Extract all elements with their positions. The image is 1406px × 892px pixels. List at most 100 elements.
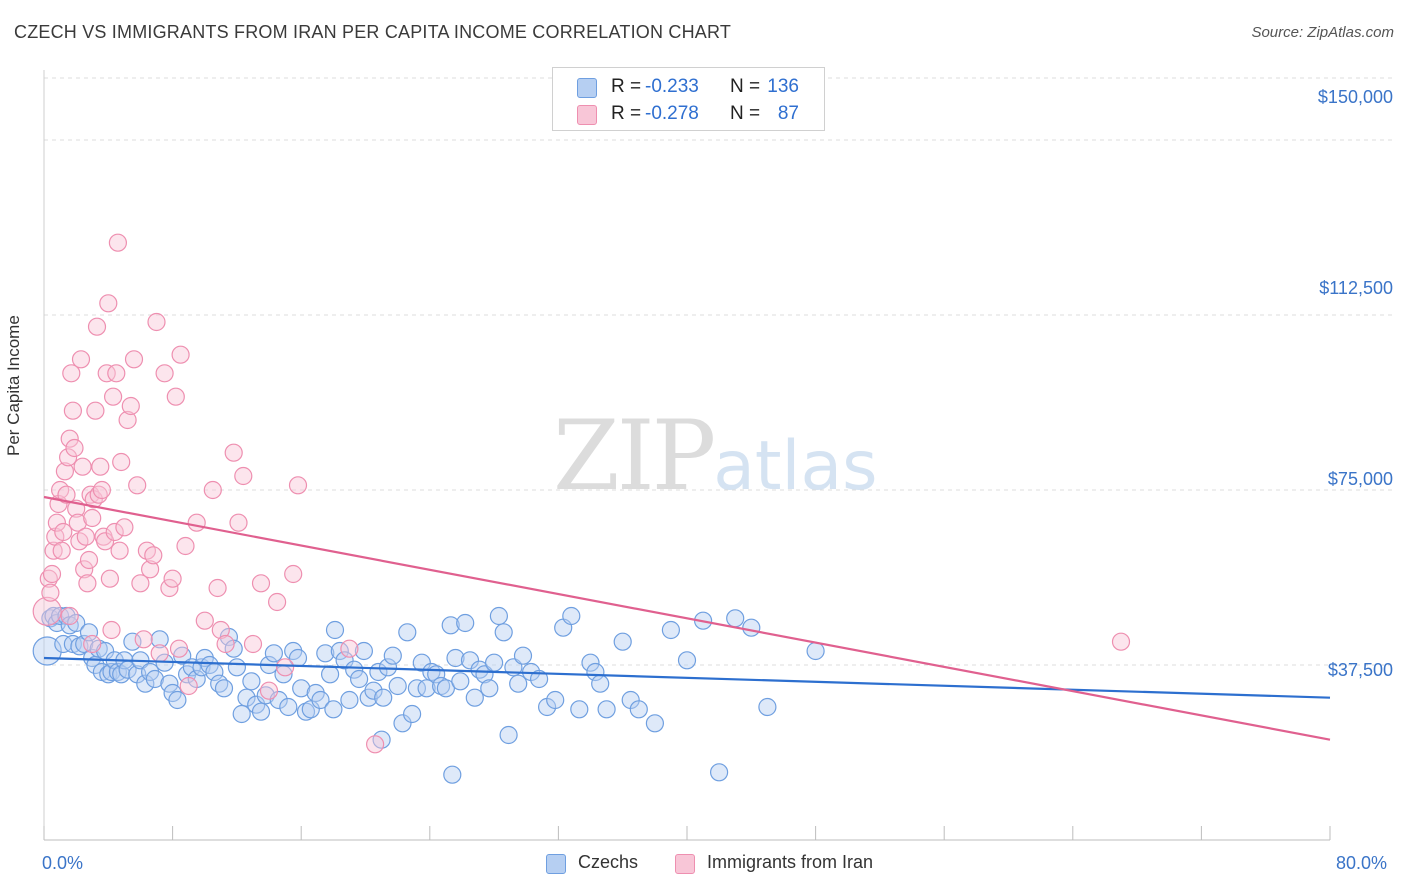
- iran-point: [60, 429, 79, 448]
- iran-point: [259, 681, 279, 700]
- czechs-point: [383, 646, 402, 665]
- x-tick-label-max: 80.0%: [1336, 853, 1388, 873]
- czechs-point: [136, 674, 155, 693]
- bottom-legend-label-czechs: Czechs: [578, 852, 639, 872]
- correlation-legend: R = -0.233 N = 136 R = -0.278 N = 87: [552, 67, 825, 131]
- y-tick-label-37500: $37,500: [1327, 660, 1393, 680]
- iran-point: [47, 513, 67, 532]
- czechs-point: [279, 697, 298, 717]
- czechs-point: [251, 702, 271, 721]
- czechs-point: [67, 613, 86, 633]
- legend-r-label: R =: [611, 103, 642, 124]
- iran-point: [102, 620, 121, 640]
- iran-point: [70, 532, 89, 551]
- iran-point: [203, 480, 222, 500]
- czechs-point: [499, 725, 518, 745]
- czechs-point: [629, 700, 648, 719]
- iran-point: [60, 606, 79, 626]
- iran-point: [268, 592, 287, 612]
- y-tick-label-150000: $150,000: [1317, 87, 1393, 107]
- czechs-point: [494, 623, 513, 642]
- iran-point: [340, 639, 359, 658]
- czechs-point: [168, 690, 187, 710]
- iran-point: [75, 560, 94, 579]
- iran-point: [83, 508, 102, 528]
- iran-point: [124, 350, 144, 369]
- iran-point: [166, 387, 185, 406]
- source-label: Source: ZipAtlas.com: [1251, 24, 1394, 41]
- iran-point: [78, 574, 97, 593]
- czechs-point: [726, 609, 745, 628]
- czechs-point: [79, 623, 99, 642]
- iran-point: [65, 438, 84, 458]
- czechs-point: [677, 651, 697, 670]
- czechs-point: [456, 613, 475, 633]
- iran-point: [141, 560, 160, 579]
- iran-point: [76, 527, 95, 546]
- iran-point: [147, 312, 166, 332]
- legend-row-iran: R = -0.278 N = 87: [553, 101, 824, 127]
- iran-point: [208, 578, 227, 598]
- iran-point: [251, 574, 271, 593]
- bottom-legend-swatch-iran: [675, 854, 695, 874]
- czechs-point: [417, 679, 436, 698]
- czechs-point: [529, 669, 549, 689]
- iran-point: [99, 294, 118, 313]
- czechs-point: [301, 700, 320, 719]
- legend-n-label: N =: [730, 76, 761, 97]
- legend-r-value: -0.233: [645, 76, 699, 97]
- czechs-point: [562, 606, 581, 626]
- iran-point: [211, 620, 230, 640]
- legend-n-label: N =: [730, 103, 761, 124]
- iran-point: [169, 639, 189, 658]
- czechs-point: [407, 679, 426, 698]
- iran-point: [62, 364, 81, 383]
- czechs-point: [237, 688, 256, 707]
- iran-point: [276, 658, 295, 677]
- iran-point: [229, 513, 248, 532]
- iran-point: [86, 401, 105, 420]
- czechs-point: [335, 651, 354, 670]
- czechs-point: [388, 676, 407, 696]
- czechs-point: [446, 648, 465, 668]
- czechs-point: [324, 700, 343, 719]
- iran-trend-line: [43, 495, 1331, 741]
- czechs-point: [150, 630, 169, 649]
- legend-swatch-iran: [577, 105, 597, 125]
- iran-point: [128, 476, 147, 495]
- czechs-point: [354, 641, 373, 661]
- czechs-point: [436, 679, 455, 698]
- czechs-point: [460, 651, 480, 670]
- iran-point: [57, 485, 76, 504]
- bottom-legend-swatch-czechs: [546, 854, 566, 874]
- czechs-point: [546, 690, 565, 710]
- czechs-point: [480, 679, 499, 698]
- czechs-point: [661, 620, 681, 640]
- iran-point: [100, 569, 120, 588]
- czechs-point: [403, 704, 422, 724]
- iran-point: [195, 611, 214, 630]
- iran-point: [224, 443, 243, 462]
- legend-n-value: 87: [777, 103, 799, 124]
- czechs-point: [591, 674, 610, 693]
- iran-point: [366, 735, 385, 754]
- iran-point: [68, 513, 87, 532]
- czechs-point: [325, 620, 345, 640]
- legend-r-label: R =: [611, 76, 642, 97]
- czechs-point: [242, 672, 261, 691]
- watermark: ZIPatlas: [553, 400, 878, 512]
- czechs-point: [214, 679, 234, 698]
- iran-point: [107, 364, 126, 383]
- iran-point: [118, 410, 137, 430]
- czechs-point: [412, 653, 431, 672]
- iran-point: [54, 522, 73, 542]
- iran-point: [73, 457, 92, 476]
- iran-point: [155, 364, 174, 383]
- iran-point: [112, 452, 131, 472]
- czechs-point: [485, 653, 504, 672]
- czechs-point: [597, 700, 616, 719]
- czechs-point: [758, 697, 777, 717]
- iran-point: [187, 513, 206, 532]
- czechs-point: [806, 641, 825, 661]
